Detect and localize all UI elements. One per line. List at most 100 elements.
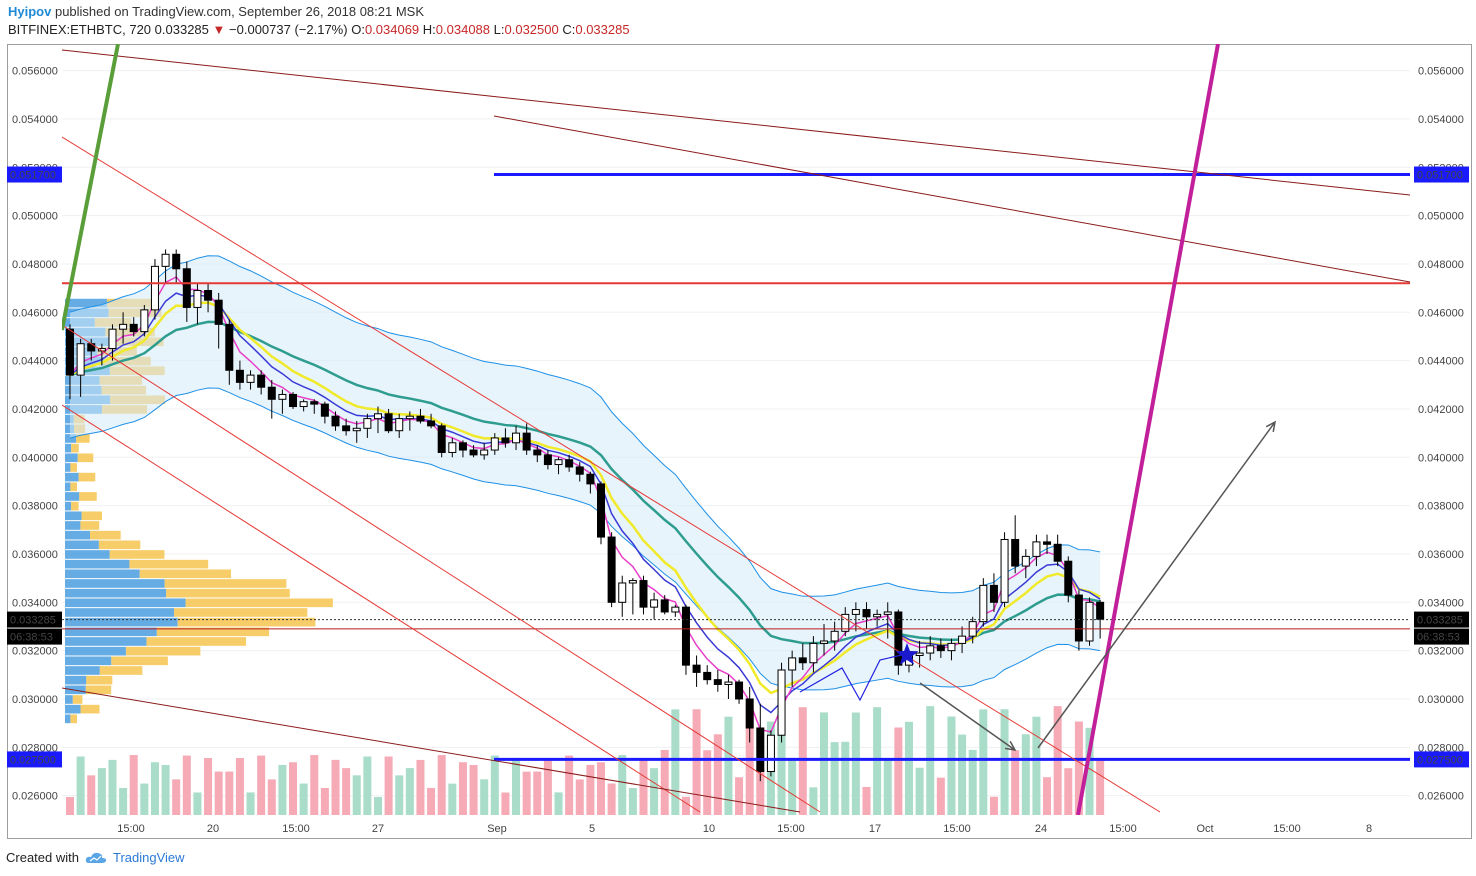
volume-profile-bar [70,482,77,492]
volume-profile-bar [109,550,165,559]
volume-bar [543,758,552,815]
volume-bar [862,786,871,815]
bollinger-lower-line [69,387,1101,691]
volume-profile-bar [65,482,71,492]
x-tick-label: 20 [207,823,219,835]
trend-line [62,404,701,813]
volume-bar [809,787,818,815]
y-tick-label-left: 0.030000 [12,694,58,706]
candle-body [437,425,446,453]
volume-bar [289,762,298,815]
candle-body [533,449,542,456]
candle-body [310,401,319,405]
volume-bar [968,749,977,815]
y-tick-label-left: 0.032000 [12,646,58,658]
candle-body [628,580,637,584]
volume-bar [915,767,924,815]
y-tick-label-right: 0.026000 [1418,791,1464,803]
projection-line [1076,44,1220,815]
upper-level-tag-left-bg [7,166,62,183]
y-tick-label-left: 0.046000 [12,307,58,319]
y-tick-label-left: 0.056000 [12,66,58,78]
candle-body [469,449,478,456]
y-tick-label-left: 0.054000 [12,114,58,126]
candle-body [246,374,255,383]
volume-bar [788,758,797,815]
y-tick-label-right: 0.046000 [1418,307,1464,319]
candle-body [1085,601,1094,642]
upper-level-tag-right-bg [1414,166,1469,183]
x-tick-label: Sep [487,823,507,835]
high-label: H: [422,22,436,37]
volume-bar [894,727,903,815]
volume-bar [310,755,319,815]
volume-profile-bar [81,511,102,521]
candle-body [735,681,744,700]
volume-profile-bar [65,608,175,617]
volume-bar [76,756,85,815]
candle-body [1032,541,1041,557]
volume-bar [703,750,712,815]
y-tick-label-left: 0.048000 [12,259,58,271]
y-tick-label-right: 0.056000 [1418,66,1464,78]
volume-bar [384,756,393,815]
candle-body [703,671,712,681]
lower-level-tag-left-bg [7,751,62,768]
candle-body [820,640,829,644]
plot-area [62,44,1410,815]
volume-bar [140,783,149,815]
candle-body [650,599,659,608]
candle-body [150,265,159,311]
candle-body [713,679,722,685]
volume-bar [416,759,425,815]
volume-bar [97,768,106,815]
candle-body [235,369,244,383]
candle-body [427,420,436,427]
lower-level-tag-right: 0.027500 [1417,754,1463,766]
volume-profile-bar [174,608,308,617]
candle-body [554,459,563,466]
down-arrow-head [1005,740,1017,751]
volume-profile-bar [65,424,75,434]
volume-bar [1096,758,1105,815]
y-tick-label-right: 0.034000 [1418,597,1464,609]
star-icon [895,643,919,665]
volume-bar [182,755,191,815]
x-tick-label: Oct [1196,823,1213,835]
volume-bar [671,709,680,815]
candle-body [342,425,351,432]
candle-body [1074,594,1083,642]
volume-bar [628,788,637,815]
volume-profile-bar [65,463,71,472]
volume-profile-bar [70,463,77,472]
candle-body [172,253,181,270]
candle-body [862,609,871,618]
candle-body [565,459,574,468]
chart-frame[interactable] [7,44,1472,839]
trend-line [493,115,1410,283]
volume-profile-bar [65,627,157,637]
volume-profile-bar [65,414,74,424]
candle-body [926,645,935,654]
volume-bar [650,768,659,815]
volume-profile-bar [71,443,79,453]
candle-body [204,290,213,301]
high-value: 0.034088 [435,22,491,37]
candle-body [1064,560,1073,596]
trend-line [62,136,1161,813]
volume-profile-bar [65,540,99,550]
volume-bar [989,796,998,815]
volume-bar [352,775,361,815]
footer: Created with TradingView [6,850,185,865]
volume-bar [1064,768,1073,815]
volume-bar [1021,734,1030,815]
candle-body [331,415,340,427]
candle-body [1053,543,1062,562]
volume-bar [235,757,244,815]
volume-profile-bar [80,521,100,530]
author-name[interactable]: Hyipov [8,4,52,19]
drawn-path [799,653,907,702]
up-arrow [1037,421,1276,749]
tradingview-link[interactable]: TradingView [85,850,185,865]
